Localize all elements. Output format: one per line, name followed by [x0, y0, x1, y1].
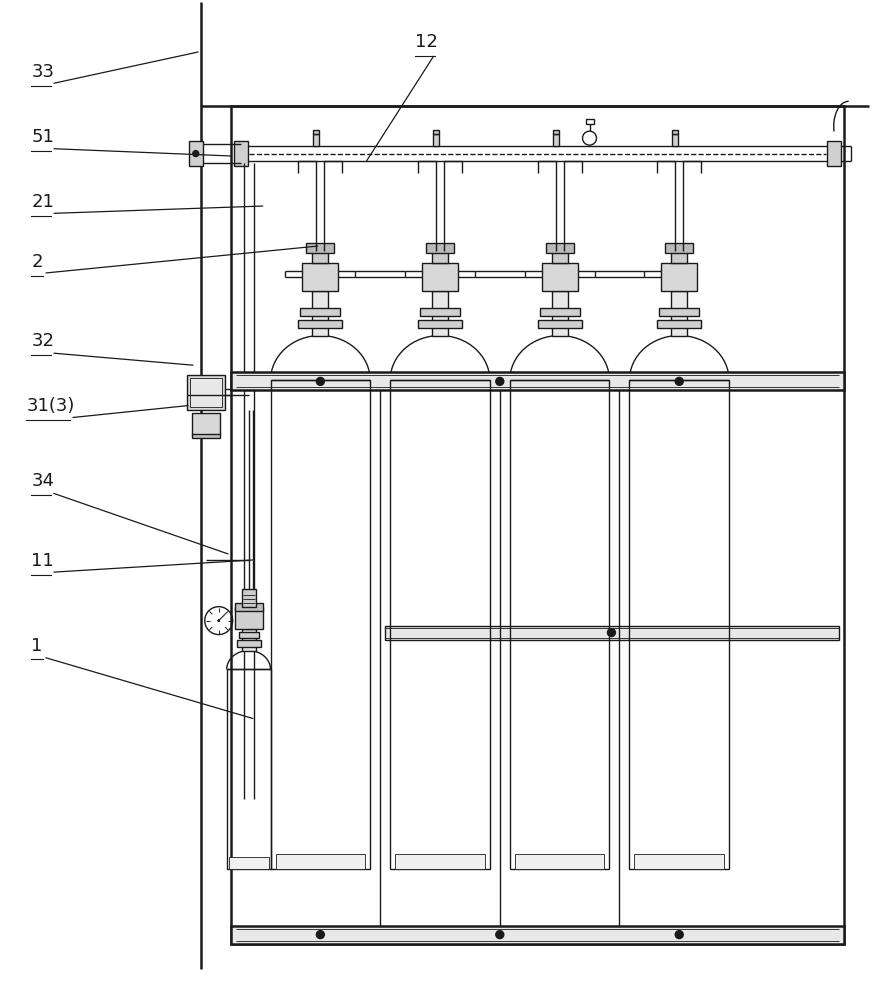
Circle shape	[217, 620, 220, 622]
Text: 2: 2	[32, 253, 43, 271]
Bar	[432, 251, 448, 263]
Circle shape	[675, 931, 683, 939]
Text: 12: 12	[415, 33, 438, 51]
Circle shape	[317, 377, 324, 385]
Bar	[673, 130, 678, 134]
Bar	[242, 589, 255, 607]
Bar	[418, 320, 462, 328]
Bar	[312, 251, 328, 263]
Bar	[275, 854, 365, 869]
Bar	[235, 607, 262, 629]
Bar	[301, 308, 340, 316]
Bar	[231, 106, 844, 944]
Bar	[192, 413, 220, 435]
Bar	[189, 141, 203, 166]
Bar	[313, 130, 319, 134]
Bar	[390, 380, 490, 869]
Circle shape	[608, 629, 616, 637]
Circle shape	[496, 377, 503, 385]
Bar	[552, 291, 567, 336]
Circle shape	[317, 931, 324, 939]
Bar	[312, 291, 328, 336]
Text: 51: 51	[32, 128, 54, 146]
Bar	[231, 372, 844, 390]
Bar	[426, 243, 454, 253]
Bar	[226, 669, 270, 869]
Text: 34: 34	[32, 472, 54, 490]
Bar	[539, 308, 580, 316]
Text: 32: 32	[32, 332, 54, 350]
Bar	[189, 378, 222, 407]
Bar	[237, 640, 260, 647]
Bar	[634, 854, 724, 869]
Circle shape	[217, 620, 220, 622]
Bar	[306, 243, 334, 253]
Bar	[422, 263, 458, 291]
Bar	[673, 134, 678, 146]
Bar	[542, 263, 578, 291]
Bar	[192, 434, 220, 438]
Bar	[515, 854, 604, 869]
Bar	[270, 380, 370, 869]
Circle shape	[217, 620, 220, 622]
Bar	[187, 375, 225, 410]
Bar	[657, 320, 702, 328]
Text: 1: 1	[32, 637, 43, 655]
Circle shape	[217, 620, 220, 622]
Bar	[313, 134, 319, 146]
Circle shape	[217, 620, 220, 622]
Bar	[235, 603, 262, 611]
Bar	[420, 308, 460, 316]
Bar	[433, 134, 439, 146]
Text: 31(3): 31(3)	[26, 397, 75, 415]
Bar	[242, 629, 255, 651]
Bar	[303, 263, 339, 291]
Bar	[827, 141, 841, 166]
Bar	[433, 130, 439, 134]
Bar	[298, 320, 342, 328]
Bar	[552, 251, 567, 263]
Bar	[538, 320, 581, 328]
Circle shape	[217, 620, 220, 622]
Bar	[233, 141, 247, 166]
Bar	[671, 291, 688, 336]
Bar	[553, 134, 559, 146]
Bar	[630, 380, 729, 869]
Bar	[385, 626, 838, 640]
Bar	[239, 632, 259, 638]
Circle shape	[193, 151, 199, 157]
Bar	[671, 251, 688, 263]
Bar	[545, 243, 574, 253]
Bar	[432, 291, 448, 336]
Bar	[661, 263, 697, 291]
Bar	[586, 119, 594, 124]
Circle shape	[496, 931, 503, 939]
Bar	[660, 308, 699, 316]
Bar	[553, 130, 559, 134]
Text: 33: 33	[32, 63, 54, 81]
Bar	[396, 854, 485, 869]
Bar	[229, 857, 268, 869]
Circle shape	[217, 620, 220, 622]
Bar	[510, 380, 610, 869]
Bar	[231, 926, 844, 944]
Text: 21: 21	[32, 193, 54, 211]
Circle shape	[675, 377, 683, 385]
Circle shape	[217, 620, 220, 622]
Text: 11: 11	[32, 552, 54, 570]
Bar	[666, 243, 693, 253]
